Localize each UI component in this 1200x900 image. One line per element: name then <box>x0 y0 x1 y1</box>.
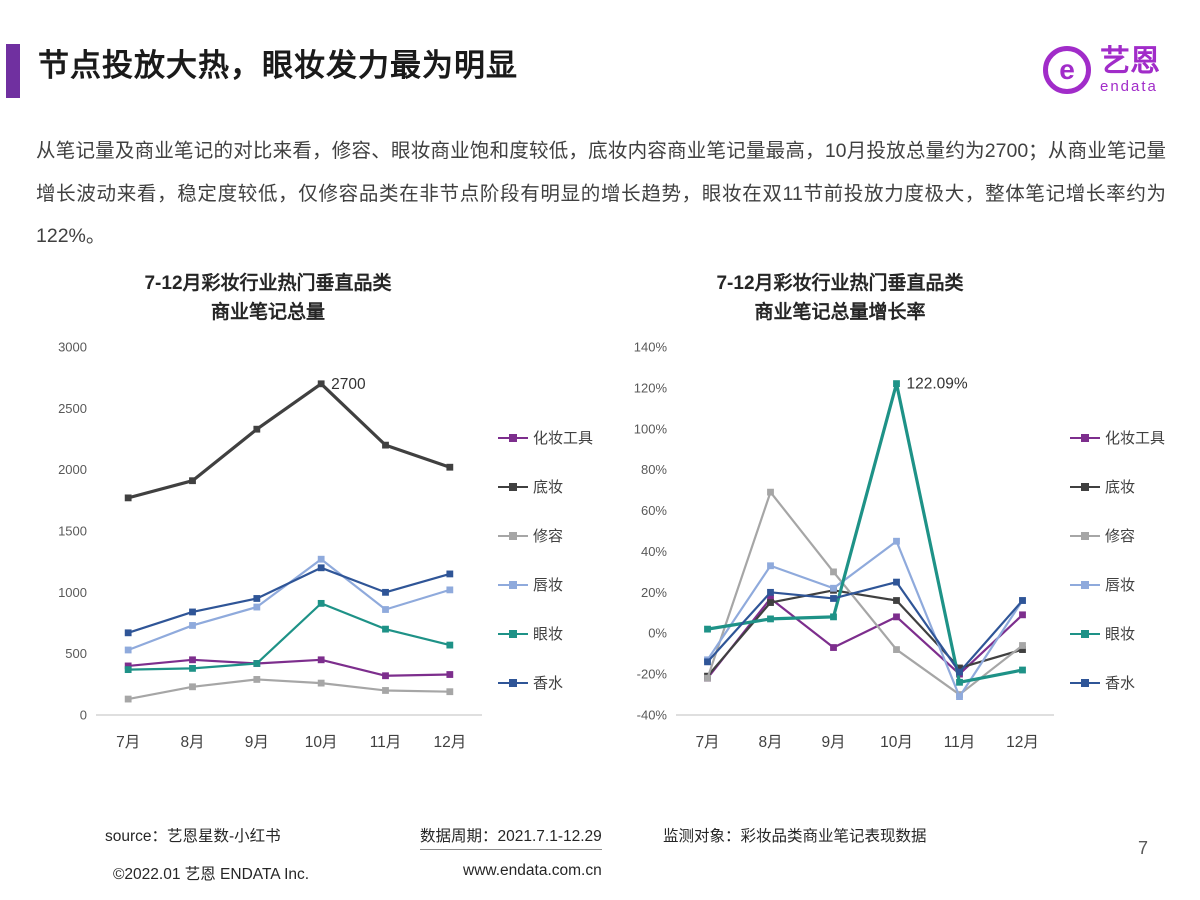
svg-text:12月: 12月 <box>1006 734 1039 751</box>
chart-title: 7-12月彩妆行业热门垂直品类 商业笔记总量增长率 <box>716 273 964 323</box>
svg-text:2500: 2500 <box>58 401 87 416</box>
svg-text:1000: 1000 <box>58 585 87 600</box>
legend-label: 底妆 <box>533 479 564 496</box>
page-number: 7 <box>1137 838 1148 858</box>
legend-label: 修容 <box>1105 528 1136 545</box>
legend-marker-icon <box>498 580 528 589</box>
logo-mark-letter: e <box>1059 54 1075 86</box>
legend-item: 化妆工具 <box>1070 427 1165 448</box>
legend-label: 唇妆 <box>1105 577 1136 594</box>
footer-source: source：艺恩星数-小红书 <box>105 828 281 845</box>
legend-marker-icon <box>498 678 528 687</box>
footer-data-period: 数据周期：2021.7.1-12.29 <box>420 824 602 850</box>
legend-marker-icon <box>1070 678 1100 687</box>
line-chart: 0 500 1000 1500 2000 2500 3000 7月 8月 9月 10月 11月 12月 2… <box>58 340 482 751</box>
legend-item: 眼妆 <box>498 623 593 644</box>
legend-marker-icon <box>498 629 528 638</box>
legend-marker-icon <box>1070 433 1100 442</box>
legend-label: 化妆工具 <box>533 430 594 447</box>
endata-logo: e 艺恩 endata <box>1043 46 1160 95</box>
chart-commercial-notes-growth: 7-12月彩妆行业热门垂直品类 商业笔记总量增长率 -40% -20% 0% 20% 4… <box>610 270 1172 765</box>
legend-item: 底妆 <box>498 476 593 497</box>
chart-body: -40% -20% 0% 20% 40% 60% 80% 100% 120% 140% 7月 8月 9月… <box>610 329 1172 765</box>
summary-paragraph: 从笔记量及商业笔记的对比来看，修容、眼妆商业饱和度较低，底妆内容商业笔记量最高，… <box>36 140 1166 247</box>
line-chart: -40% -20% 0% 20% 40% 60% 80% 100% 120% 140% 7月 8月 9月… <box>634 340 1054 751</box>
svg-text:3000: 3000 <box>58 340 87 355</box>
svg-text:-40%: -40% <box>637 708 668 723</box>
svg-text:8月: 8月 <box>180 734 204 751</box>
legend-item: 底妆 <box>1070 476 1165 497</box>
legend-item: 修容 <box>1070 525 1165 546</box>
legend-label: 眼妆 <box>1105 626 1136 643</box>
legend-item: 唇妆 <box>1070 574 1165 595</box>
logo-brand-text: 艺恩 <box>1100 45 1160 78</box>
legend-item: 香水 <box>498 672 593 693</box>
svg-text:2700: 2700 <box>331 376 366 393</box>
svg-text:120%: 120% <box>634 380 668 395</box>
legend-label: 修容 <box>533 528 564 545</box>
svg-text:100%: 100% <box>634 421 668 436</box>
legend-item: 眼妆 <box>1070 623 1165 644</box>
svg-text:7月: 7月 <box>695 734 719 751</box>
legend-label: 香水 <box>533 675 564 692</box>
svg-text:9月: 9月 <box>245 734 269 751</box>
chart-legend: 化妆工具底妆修容唇妆眼妆香水 <box>498 329 593 693</box>
legend-item: 香水 <box>1070 672 1165 693</box>
svg-text:10月: 10月 <box>880 734 913 751</box>
chart-title: 7-12月彩妆行业热门垂直品类 商业笔记总量 <box>144 273 392 323</box>
legend-marker-icon <box>1070 629 1100 638</box>
legend-label: 化妆工具 <box>1105 430 1166 447</box>
svg-text:12月: 12月 <box>433 734 466 751</box>
svg-text:0: 0 <box>80 708 87 723</box>
footer-website: www.endata.com.cn <box>463 862 602 879</box>
footer-monitor-target: 监测对象：彩妆品类商业笔记表现数据 <box>663 828 927 845</box>
svg-text:11月: 11月 <box>370 734 402 751</box>
svg-text:7月: 7月 <box>116 734 140 751</box>
svg-text:1500: 1500 <box>58 524 87 539</box>
svg-text:10月: 10月 <box>305 734 338 751</box>
svg-text:40%: 40% <box>641 544 667 559</box>
legend-marker-icon <box>1070 482 1100 491</box>
svg-text:20%: 20% <box>641 585 667 600</box>
endata-logo-icon: e <box>1043 46 1091 95</box>
logo-text: 艺恩 endata <box>1100 46 1160 95</box>
chart-body: 0 500 1000 1500 2000 2500 3000 7月 8月 9月 10月 11月 12月 2… <box>38 329 600 765</box>
svg-text:2000: 2000 <box>58 462 87 477</box>
title-accent-bar <box>6 44 20 98</box>
svg-text:140%: 140% <box>634 340 668 355</box>
svg-text:500: 500 <box>65 646 87 661</box>
svg-text:0%: 0% <box>648 626 667 641</box>
legend-label: 唇妆 <box>533 577 564 594</box>
legend-item: 唇妆 <box>498 574 593 595</box>
svg-text:-20%: -20% <box>637 667 668 682</box>
page-title: 节点投放大热，眼妆发力最为明显 <box>38 48 518 83</box>
legend-marker-icon <box>1070 580 1100 589</box>
footer-copyright: ©2022.01 艺恩 ENDATA Inc. <box>113 866 310 883</box>
svg-text:60%: 60% <box>641 503 667 518</box>
svg-text:8月: 8月 <box>758 734 782 751</box>
legend-item: 修容 <box>498 525 593 546</box>
chart-legend: 化妆工具底妆修容唇妆眼妆香水 <box>1070 329 1165 693</box>
svg-text:122.09%: 122.09% <box>907 376 968 393</box>
legend-label: 眼妆 <box>533 626 564 643</box>
chart-commercial-notes-total: 7-12月彩妆行业热门垂直品类 商业笔记总量 0 500 1000 1500 2000 2… <box>38 270 600 765</box>
legend-item: 化妆工具 <box>498 427 593 448</box>
legend-marker-icon <box>498 482 528 491</box>
charts-row: 7-12月彩妆行业热门垂直品类 商业笔记总量 0 500 1000 1500 2000 2… <box>38 270 1172 765</box>
logo-sub-text: endata <box>1100 77 1158 95</box>
svg-text:11月: 11月 <box>944 734 976 751</box>
legend-marker-icon <box>1070 531 1100 540</box>
legend-label: 香水 <box>1105 675 1136 692</box>
svg-text:80%: 80% <box>641 462 667 477</box>
legend-label: 底妆 <box>1105 479 1136 496</box>
legend-marker-icon <box>498 433 528 442</box>
svg-text:9月: 9月 <box>821 734 845 751</box>
legend-marker-icon <box>498 531 528 540</box>
